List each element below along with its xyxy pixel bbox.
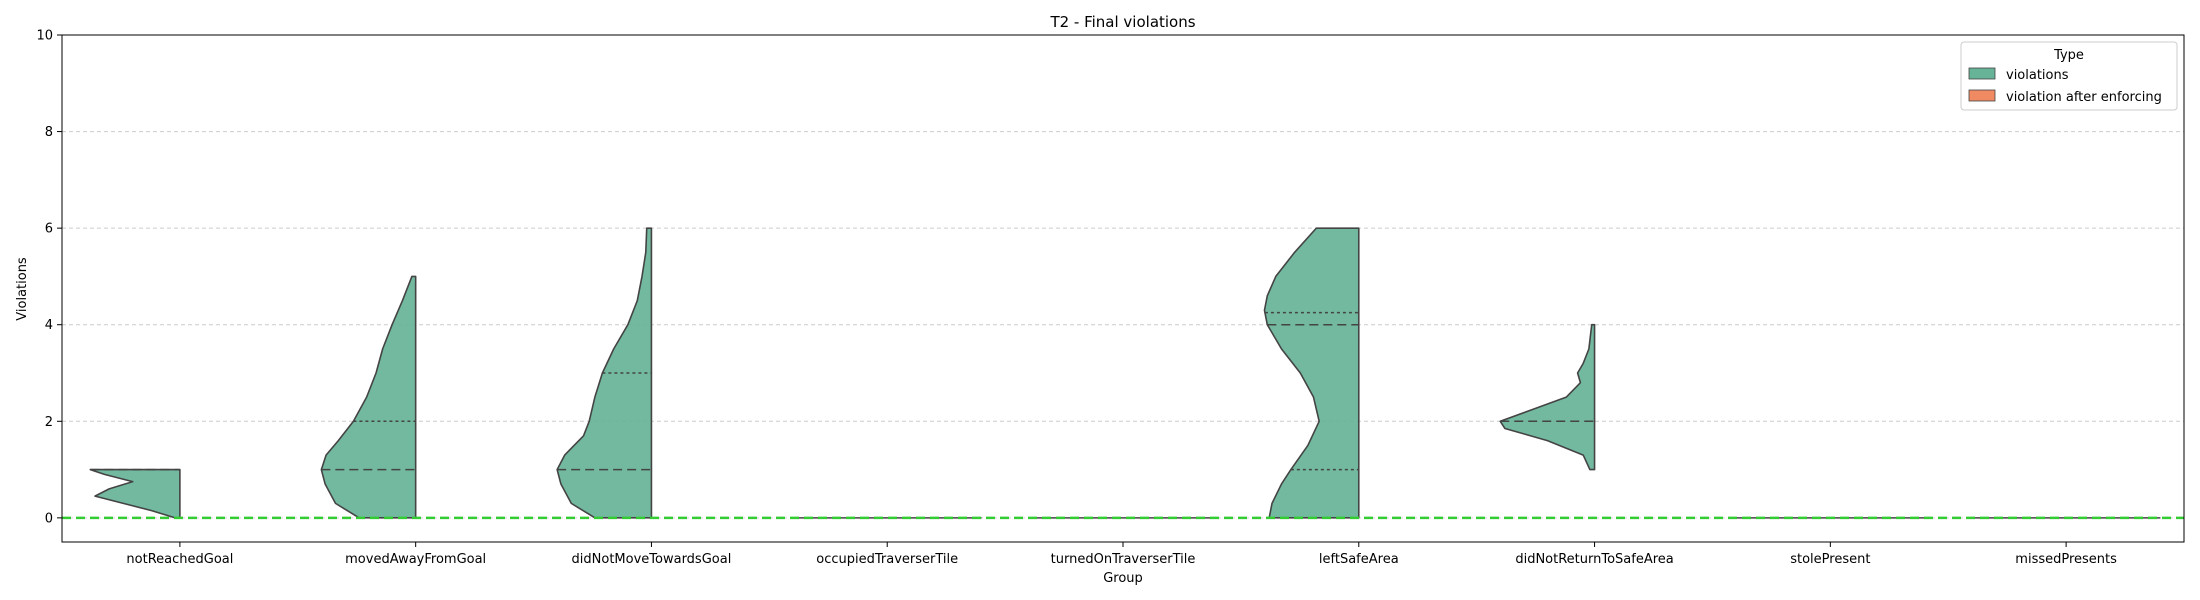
x-tick-label-left-safe-area: leftSafeArea	[1319, 552, 1399, 567]
x-tick-label-did-not-move-towards-goal: didNotMoveTowardsGoal	[572, 552, 732, 567]
legend-swatch-violation-after-enforcing	[1968, 89, 1996, 102]
legend-label-violation-after-enforcing: violation after enforcing	[2006, 90, 2162, 105]
violin-left-safe-area	[1263, 227, 1360, 519]
x-tick-label-missed-presents: missedPresents	[2015, 552, 2117, 567]
y-tick-label-6: 6	[45, 222, 53, 237]
x-tick-label-did-not-return-to-safe-area: didNotReturnToSafeArea	[1515, 552, 1673, 567]
violin-moved-away-from-goal	[320, 275, 417, 519]
y-tick-label-0: 0	[45, 511, 53, 526]
legend-label-violations: violations	[2006, 68, 2069, 83]
y-axis-label: Violations	[15, 257, 30, 321]
y-tick-label-8: 8	[45, 125, 53, 140]
legend-title: Type	[2053, 48, 2084, 63]
legend: Type violations violation after enforcin…	[1960, 41, 2178, 111]
x-tick-label-moved-away-from-goal: movedAwayFromGoal	[345, 552, 486, 567]
legend-swatch-violations	[1968, 67, 1996, 80]
legend-box	[1960, 41, 2178, 111]
x-tick-label-turned-on-traverser-tile: turnedOnTraverserTile	[1051, 552, 1196, 567]
y-axis-ticks: 0 2 4 6 8 10	[36, 29, 62, 526]
y-tick-label-4: 4	[45, 318, 53, 333]
y-tick-label-2: 2	[45, 415, 53, 430]
violins	[89, 227, 2161, 519]
x-tick-label-stole-present: stolePresent	[1790, 552, 1870, 567]
x-axis-ticks: notReachedGoal movedAwayFromGoal didNotMov…	[126, 542, 2117, 567]
x-tick-label-not-reached-goal: notReachedGoal	[126, 552, 233, 567]
x-axis-label: Group	[1103, 571, 1143, 586]
y-tick-label-10: 10	[36, 29, 53, 44]
chart-title: T2 - Final violations	[1049, 13, 1195, 31]
x-tick-label-occupied-traverser-tile: occupiedTraverserTile	[816, 552, 958, 567]
violin-did-not-return-to-safe-area	[1499, 323, 1596, 471]
